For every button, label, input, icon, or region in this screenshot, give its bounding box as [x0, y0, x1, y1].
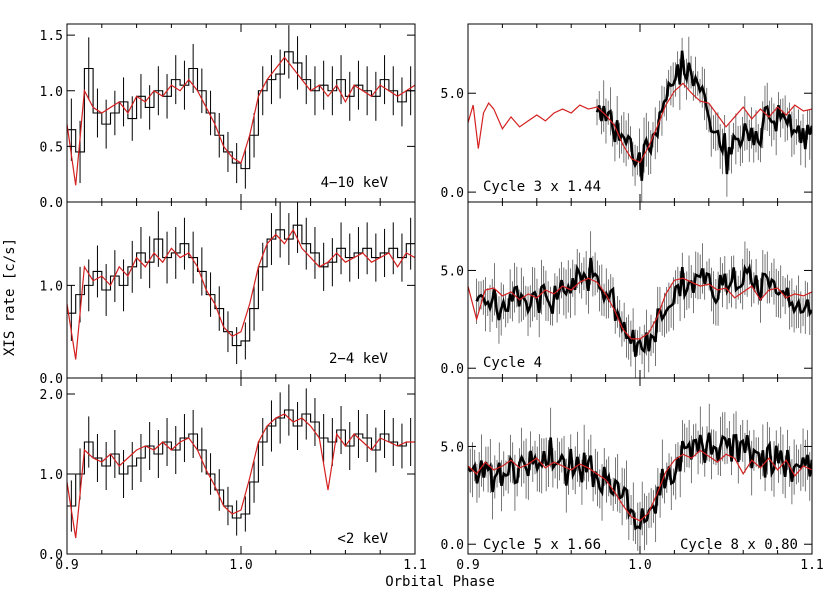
model-line: [468, 82, 812, 164]
plot-area: [468, 403, 812, 554]
panel-label: 2−4 keV: [329, 351, 389, 367]
y-tick-label: 1.0: [40, 279, 63, 294]
x-tick-label: 1.1: [800, 558, 823, 573]
model-line: [468, 449, 812, 522]
y-tick-label: 0.0: [441, 186, 464, 201]
data-points: [475, 257, 812, 357]
panel-label: <2 keV: [337, 531, 388, 547]
plot-area: [67, 25, 415, 189]
y-tick-label: 5.0: [441, 264, 464, 279]
panel-left-middle: 0.0 1.0 2−4 keV: [40, 201, 416, 387]
plot-area: [468, 36, 812, 202]
model-line: [67, 228, 415, 360]
y-tick-label: 2.0: [40, 388, 63, 403]
panels-group: 0.0 0.5 1.0 1.5 4−10 keV 0.0 1.0 2−4 keV 0.0 1.0 2…: [40, 23, 824, 573]
y-tick-label: 0.0: [40, 548, 63, 563]
panel-right-middle: 0.0 5.0 Cycle 4: [441, 201, 813, 379]
panel-left-top: 0.0 0.5 1.0 1.5 4−10 keV: [40, 23, 416, 211]
panel-frame: [467, 23, 813, 203]
plot-area: [67, 384, 415, 539]
y-tick-label: 5.0: [441, 440, 464, 455]
x-tick-label: 0.9: [456, 558, 479, 573]
panel-right-top: 0.0 5.0 Cycle 3 x 1.44: [441, 23, 813, 203]
plot-area: [67, 202, 415, 365]
y-tick-label: 0.0: [40, 372, 63, 387]
plot-area: [468, 231, 812, 378]
histogram-series: [67, 51, 415, 170]
data-points: [468, 432, 812, 531]
y-tick-label: 0.0: [441, 362, 464, 377]
x-tick-label: 1.0: [628, 558, 651, 573]
model-line: [67, 413, 415, 539]
x-tick-label: 0.9: [55, 558, 78, 573]
y-tick-label: 5.0: [441, 87, 464, 102]
x-axis-title: Orbital Phase: [385, 574, 495, 590]
panel-left-bottom: 0.0 1.0 2.0 0.9 1.0 1.1 <2 keV: [40, 377, 427, 573]
y-axis-title: XIS rate [c/s]: [2, 238, 18, 356]
x-tick-label: 1.0: [229, 558, 252, 573]
panel-right-bottom: 0.0 5.0 0.9 1.0 1.1 Cycle 5 x 1.66 Cycle 8 x 0…: [441, 377, 824, 573]
y-tick-label: 1.0: [40, 85, 63, 100]
y-tick-label: 1.0: [40, 468, 63, 483]
x-tick-label: 1.1: [403, 558, 426, 573]
panel-label: Cycle 5 x 1.66: [483, 537, 601, 553]
panel-label: 4−10 keV: [321, 175, 389, 191]
panel-label: Cycle 4: [483, 355, 542, 371]
y-tick-label: 0.0: [441, 538, 464, 553]
y-tick-label: 0.5: [40, 140, 63, 155]
y-tick-label: 0.0: [40, 196, 63, 211]
histogram-series: [67, 224, 415, 347]
histogram-series: [67, 409, 415, 519]
panel-label: Cycle 3 x 1.44: [483, 179, 601, 195]
y-tick-label: 1.5: [40, 29, 63, 44]
panel-label: Cycle 8 x 0.80: [680, 537, 798, 553]
model-line: [67, 56, 415, 186]
model-line: [468, 277, 812, 340]
